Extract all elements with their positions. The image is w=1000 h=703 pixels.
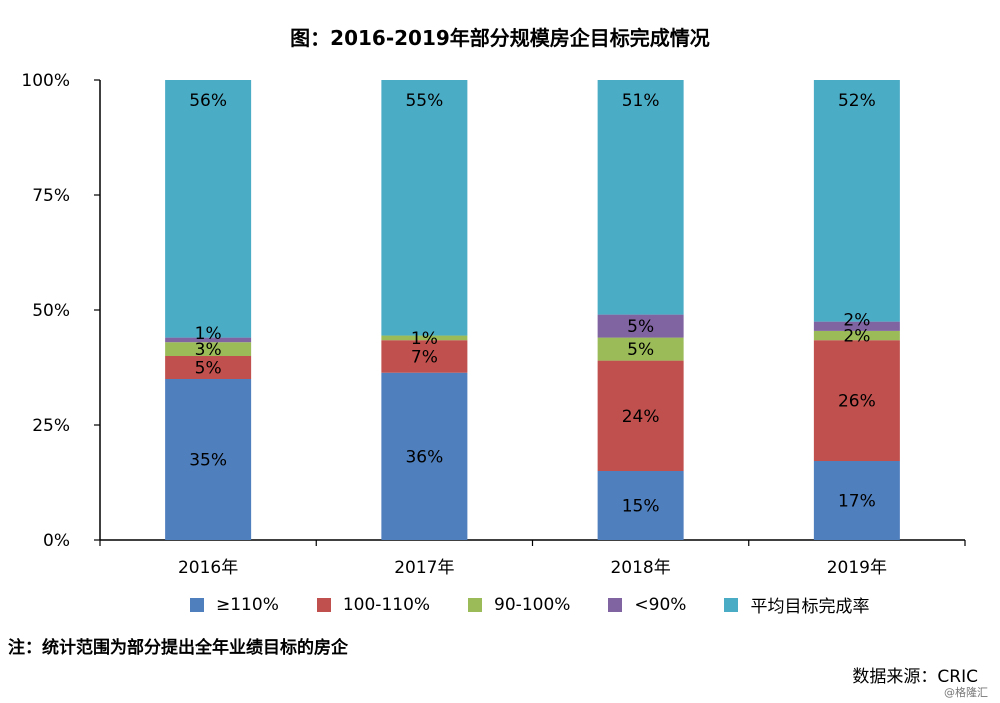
y-tick-label: 100%: [21, 71, 70, 91]
y-tick-label: 50%: [32, 301, 70, 321]
chart-legend: ≥110% 100-110% 90-100% <90% 平均目标完成率: [190, 592, 907, 617]
y-tick-label: 75%: [32, 186, 70, 206]
bar-segment: [597, 471, 684, 540]
legend-label: 90-100%: [494, 594, 571, 615]
data-label: 2%: [843, 311, 870, 331]
bar-segment: [597, 314, 684, 338]
bar-segment: [597, 337, 684, 361]
data-label: 56%: [189, 91, 227, 111]
data-label: 26%: [838, 392, 876, 412]
data-source: 数据来源：CRIC: [852, 667, 978, 687]
chart-title: 图：2016-2019年部分规模房企目标完成情况: [290, 26, 710, 50]
x-tick-label: 2018年: [610, 558, 670, 578]
data-label: 52%: [838, 91, 876, 111]
legend-swatch: [608, 597, 623, 612]
legend-swatch: [724, 597, 739, 612]
legend-swatch: [468, 597, 483, 612]
legend-label: <90%: [634, 594, 687, 615]
data-label: 51%: [622, 91, 660, 111]
bar-segment: [813, 80, 900, 322]
legend-swatch: [190, 597, 204, 612]
bar-segment: [813, 330, 900, 341]
data-label: 5%: [195, 359, 222, 379]
bar-segment: [813, 321, 900, 331]
data-label: 36%: [405, 447, 443, 467]
x-tick-label: 2017年: [394, 558, 454, 578]
legend-label: 平均目标完成率: [750, 597, 870, 617]
legend-label: ≥110%: [216, 594, 279, 615]
bar-segment: [165, 342, 252, 356]
legend-item-100-110: 100-110%: [316, 592, 431, 617]
bar-segment: [165, 80, 252, 338]
y-tick-label: 25%: [32, 416, 70, 436]
y-tick-label: 0%: [43, 531, 70, 551]
data-label: 24%: [622, 407, 660, 427]
bar-segment: [381, 335, 468, 341]
data-label: 1%: [411, 329, 438, 349]
watermark: @格隆汇: [944, 686, 988, 699]
bar-segment: [381, 372, 468, 540]
data-label: 17%: [838, 492, 876, 512]
chart-note: 注：统计范围为部分提出全年业绩目标的房企: [8, 638, 348, 658]
bar-segment: [165, 356, 252, 379]
bar-segment: [813, 461, 900, 540]
legend-swatch: [316, 597, 331, 612]
bar-segment: [597, 360, 684, 471]
data-label: 35%: [189, 451, 227, 471]
data-label: 1%: [195, 324, 222, 344]
data-label: 5%: [627, 340, 654, 360]
legend-item-average: 平均目标完成率: [724, 592, 869, 617]
bar-segment: [165, 337, 252, 343]
legend-item-lt90: <90%: [608, 592, 686, 617]
bar-segment: [597, 80, 684, 315]
bar-segment: [381, 80, 468, 336]
data-label: 3%: [195, 340, 222, 360]
data-label: 55%: [405, 91, 443, 111]
data-label: 7%: [411, 347, 438, 367]
legend-item-ge110: ≥110%: [190, 592, 279, 617]
data-label: 15%: [622, 497, 660, 517]
legend-label: 100-110%: [342, 594, 431, 615]
legend-item-90-100: 90-100%: [468, 592, 570, 617]
data-label: 5%: [627, 317, 654, 337]
data-label: 2%: [843, 327, 870, 347]
bar-segment: [381, 340, 468, 373]
x-tick-label: 2016年: [178, 558, 238, 578]
bar-segment: [165, 379, 252, 540]
x-tick-label: 2019年: [827, 558, 887, 578]
bar-segment: [813, 340, 900, 462]
